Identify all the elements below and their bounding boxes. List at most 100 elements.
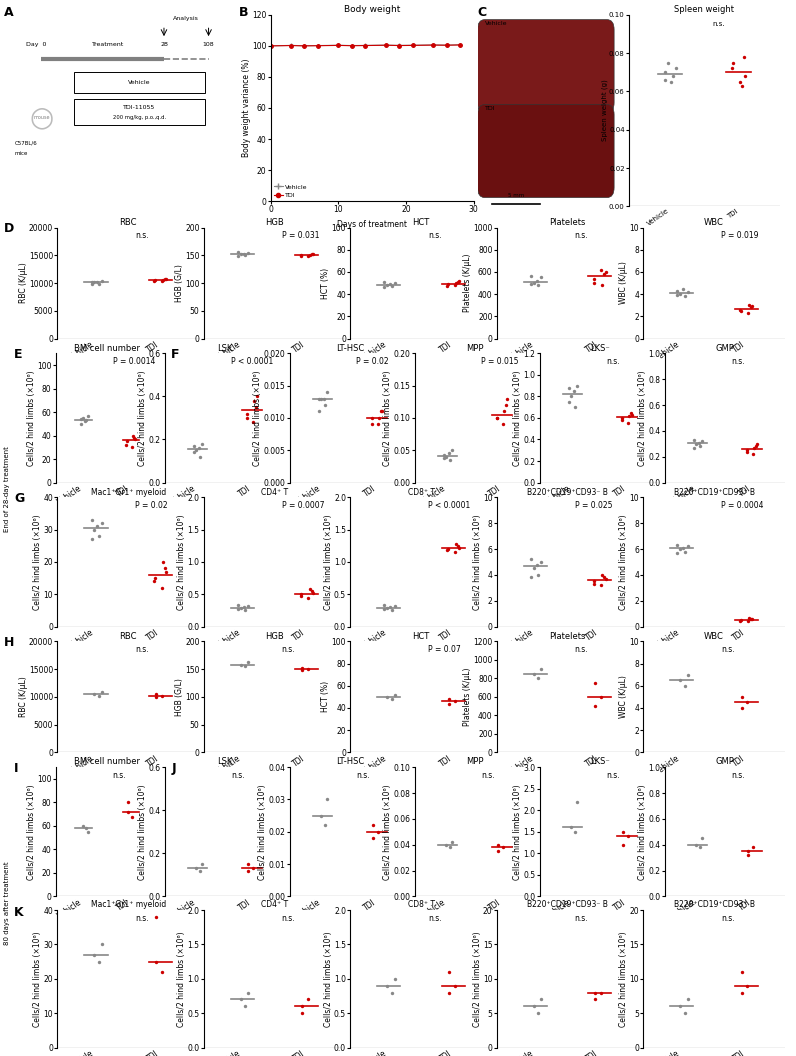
Point [665,74,678,91]
Point [448,277,461,294]
Point [742,843,755,860]
Text: 108: 108 [203,42,214,48]
Point [595,689,607,705]
Point [157,271,170,288]
Point [671,282,684,299]
Point [378,597,391,614]
Text: P = 0.025: P = 0.025 [575,502,612,510]
Point [237,245,250,262]
Point [681,991,694,1007]
Title: BM cell number: BM cell number [75,343,140,353]
Point [587,576,600,592]
Point [155,687,168,704]
Point [187,437,200,454]
Y-axis label: Cells/2 hind limbs (×10⁶): Cells/2 hind limbs (×10⁶) [26,784,36,880]
Point [126,808,139,825]
Text: TDI-11055: TDI-11055 [123,106,155,111]
Point [689,435,702,452]
Text: n.s.: n.s. [721,645,735,654]
Point [189,860,202,876]
Point [450,535,462,552]
Point [88,275,101,291]
Point [193,862,206,879]
Text: D: D [4,222,14,235]
Point [443,838,456,855]
Point [448,693,461,710]
Title: Mac1⁺Gr1⁺ myeloid: Mac1⁺Gr1⁺ myeloid [91,901,166,909]
Point [500,397,513,414]
Text: I: I [14,761,19,775]
Point [85,511,98,528]
Point [376,403,388,420]
Point [747,446,759,463]
Point [302,589,314,606]
Text: P = 0.019: P = 0.019 [721,231,759,240]
Point [528,665,540,682]
Point [74,415,87,432]
Y-axis label: Cells/2 hind limbs (×10⁶): Cells/2 hind limbs (×10⁶) [177,931,186,1026]
Text: H: H [4,636,14,649]
Point [674,541,687,558]
Point [441,541,454,558]
Point [88,522,101,539]
Point [129,431,142,448]
Point [587,573,600,590]
Text: n.s.: n.s. [231,771,244,780]
Y-axis label: Cells/2 hind limbs (×10⁶): Cells/2 hind limbs (×10⁶) [513,784,522,880]
Point [443,984,455,1001]
Point [158,270,171,287]
Y-axis label: Cells/2 hind limbs (×10⁶): Cells/2 hind limbs (×10⁶) [383,371,392,466]
Point [741,612,754,629]
Point [532,670,544,686]
Y-axis label: Cells/2 hind limbs (×10⁶): Cells/2 hind limbs (×10⁶) [473,514,482,609]
Point [302,248,314,265]
Point [598,266,611,283]
Point [589,698,602,715]
Y-axis label: Platelets (K/μL): Platelets (K/μL) [462,253,472,313]
Point [441,276,454,293]
Point [381,977,394,994]
Point [85,531,98,548]
Y-axis label: Cells/2 hind limbs (×10⁶): Cells/2 hind limbs (×10⁶) [258,784,267,880]
Title: CD8⁺ T: CD8⁺ T [408,901,435,909]
Point [318,390,330,407]
Point [525,569,537,586]
Point [674,998,687,1015]
Point [671,287,684,304]
Text: Vehicle: Vehicle [128,80,150,84]
Point [562,393,575,410]
Point [693,838,706,855]
Point [303,581,316,598]
Text: Analysis: Analysis [174,16,199,21]
Title: HGB: HGB [265,218,284,227]
Y-axis label: Cells/2 hind limbs (×10⁶): Cells/2 hind limbs (×10⁶) [323,931,333,1026]
Title: B220⁺CD19⁺CD93⁻ B: B220⁺CD19⁺CD93⁻ B [527,901,608,909]
Point [76,817,89,834]
Point [623,408,636,425]
Text: Vehicle: Vehicle [485,21,507,25]
Text: G: G [14,492,25,505]
Point [91,518,103,535]
Text: 5 mm: 5 mm [508,192,524,197]
Point [242,598,255,615]
Title: LT-HSC: LT-HSC [336,343,364,353]
Point [242,654,255,671]
Point [736,689,748,705]
Point [437,450,450,467]
Point [375,403,388,420]
Point [302,991,314,1007]
Point [741,441,754,458]
Point [599,264,612,281]
Point [385,602,398,619]
Point [247,860,259,876]
Point [681,283,694,300]
Point [535,991,548,1007]
Point [157,553,170,570]
Point [659,63,672,80]
Point [491,410,504,427]
Point [535,661,548,678]
Text: 200 mg/kg, p.o.,q.d.: 200 mg/kg, p.o.,q.d. [113,115,166,120]
Point [160,270,173,287]
Point [528,560,540,577]
Point [490,410,503,427]
